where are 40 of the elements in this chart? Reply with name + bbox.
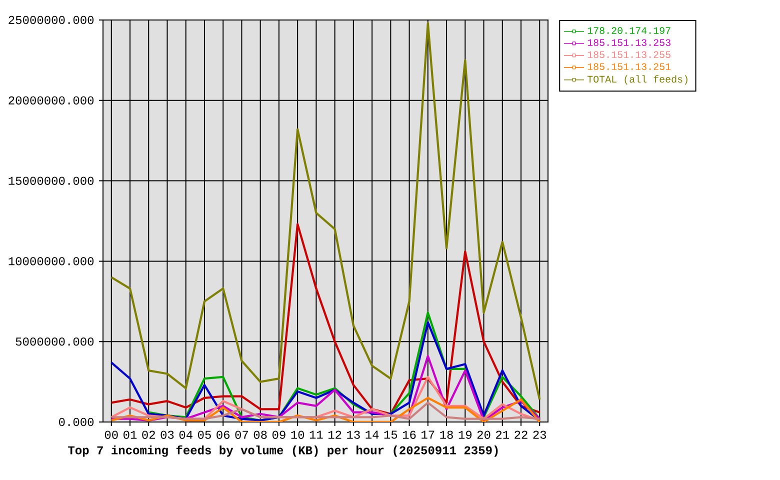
x-tick-label: 02 [142,430,155,439]
x-tick-label: 04 [179,430,192,439]
y-tick-label: 20000000.000 [8,96,94,104]
y-tick-label: 25000000.000 [8,16,94,24]
x-tick-label: 14 [366,430,379,439]
x-tick-label: 21 [496,430,510,439]
y-tick-label: 0.000 [59,418,94,426]
y-tick-label: 10000000.000 [8,257,94,266]
x-tick-label: 01 [124,430,137,439]
x-tick-label: 10 [291,430,304,439]
x-tick-label: 18 [440,430,453,439]
x-tick-label: 05 [198,430,211,439]
x-tick-label: 08 [254,430,267,439]
x-tick-label: 16 [402,430,416,439]
x-tick-label: 19 [458,430,472,439]
x-tick-label: 03 [160,430,174,439]
legend-label: TOTAL (all feeds) [587,75,688,85]
x-tick-label: 00 [104,430,118,439]
x-tick-label: 15 [384,430,398,439]
line-series [110,355,541,422]
x-tick-label: 13 [347,430,360,439]
x-tick-label: 09 [272,430,286,439]
x-tick-label: 06 [216,430,230,439]
legend-label: 185.151.13.251 [588,63,671,70]
x-tick-label: 11 [310,430,323,439]
x-tick-label: 20 [477,430,490,439]
x-tick-label: 17 [422,430,434,439]
line-series [110,223,541,416]
x-tick-label: 07 [235,430,248,439]
line-series [110,22,541,401]
y-tick-label: 5000000.000 [16,338,94,346]
y-tick-label: 15000000.000 [8,176,94,185]
legend-label: 178.20.174.197 [588,27,670,34]
x-tick-label: 23 [533,430,546,439]
x-tick-label: 22 [514,430,528,439]
x-tick-label: 12 [328,430,342,439]
legend-label: 185.151.13.253 [588,39,670,46]
line-series [110,321,541,422]
x-axis-title: Top 7 incoming feeds by volume (KB) per hour (20250911 2359) [68,445,498,457]
legend-label: 185.151.13.255 [588,51,670,58]
